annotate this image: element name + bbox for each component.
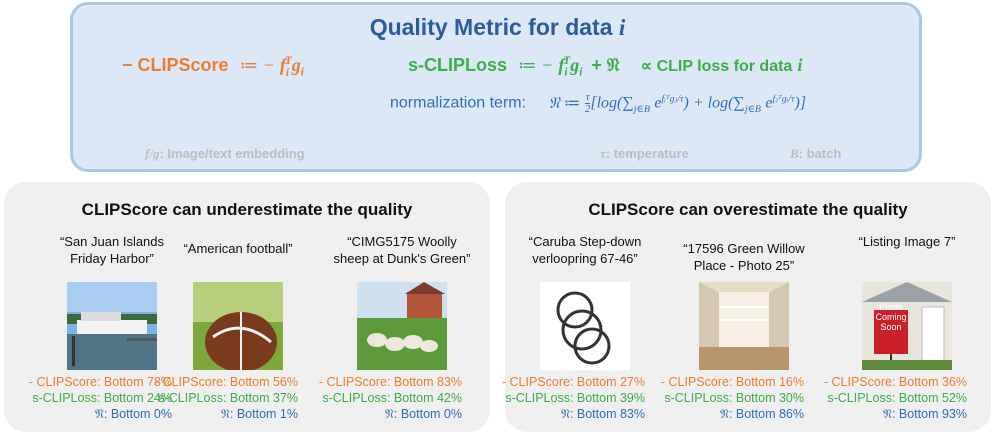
legend-item: B: batch — [790, 146, 841, 162]
formula-sup: T — [285, 55, 292, 67]
formula-name: − CLIPScore — [122, 55, 229, 75]
formula-name: s-CLIPLoss — [408, 55, 507, 75]
formula-prop: ∝ CLIP loss for data — [641, 58, 793, 75]
formula-sub: j∈B — [634, 104, 650, 115]
image-placeholder — [540, 282, 630, 370]
formula-part: ) + log( — [684, 95, 734, 112]
formula-clipscore: − CLIPScore ≔ − fiTgi — [122, 55, 304, 79]
caption: “CIMG5175 Woolly sheep at Dunk's Green” — [332, 233, 472, 267]
example-image — [540, 282, 630, 370]
clipscore-stat: - CLIPScore: Bottom 16% — [661, 374, 804, 390]
formula-scliploss: s-CLIPLoss ≔ − fiTgi + 𝔑 ∝ CLIP loss for… — [408, 55, 802, 79]
scliploss-stat: s-CLIPLoss: Bottom 30% — [664, 390, 804, 406]
formula-label: normalization term: — [390, 95, 526, 112]
legend-text: : temperature — [606, 146, 689, 161]
formula-part: [log( — [590, 95, 622, 112]
formula-part: )] — [795, 95, 807, 112]
norm-stat: 𝔑: Bottom 86% — [720, 406, 804, 422]
scliploss-stat: s-CLIPLoss: Bottom 39% — [505, 390, 645, 406]
norm-stat: 𝔑: Bottom 0% — [385, 406, 462, 422]
legend-sym: B — [790, 146, 799, 161]
formula-sym: g — [292, 55, 301, 75]
formula-plus: + 𝔑 — [591, 55, 619, 75]
sign-text: Photo Coming Soon — [875, 302, 907, 332]
example-image — [699, 282, 789, 370]
scliploss-stat: s-CLIPLoss: Bottom 42% — [322, 390, 462, 406]
caption: “American football” — [168, 240, 308, 257]
norm-stat: 𝔑: Bottom 93% — [883, 406, 967, 422]
formula-sup: fⱼᵀgᵢ/τ — [773, 93, 795, 104]
clipscore-stat: - CLIPScore: Bottom 36% — [824, 374, 967, 390]
formula-e: e — [765, 95, 772, 112]
image-placeholder — [67, 282, 157, 370]
example-image — [193, 282, 283, 370]
formula-sup: fᵢᵀgⱼ/τ — [661, 93, 683, 104]
panel-title: CLIPScore can overestimate the quality — [505, 200, 991, 220]
formula-sub: i — [579, 67, 582, 79]
formula-sum: ∑ — [733, 95, 744, 112]
clipscore-stat: - CLIPScore: Bottom 27% — [502, 374, 645, 390]
formula-var: i — [797, 55, 802, 75]
caption: “17596 Green Willow Place - Photo 25” — [674, 240, 814, 274]
example-image — [357, 282, 447, 370]
legend-item: f/g: Image/text embedding — [145, 146, 305, 162]
norm-stat: 𝔑: Bottom 0% — [95, 406, 172, 422]
formula-lhs: 𝔑 ≔ — [549, 95, 581, 112]
title-text: Quality Metric for data — [370, 14, 613, 40]
formula-def: ≔ − — [518, 55, 553, 75]
panel-title: CLIPScore can underestimate the quality — [4, 200, 490, 220]
example-image — [67, 282, 157, 370]
caption: “Listing Image 7” — [837, 233, 977, 250]
caption: “San Juan Islands Friday Harbor” — [42, 233, 182, 267]
clipscore-stat: - CLIPScore: Bottom 78% — [29, 374, 172, 390]
formula-sym: g — [570, 55, 579, 75]
scliploss-stat: s-CLIPLoss: Bottom 52% — [827, 390, 967, 406]
legend-text: : batch — [799, 146, 842, 161]
title: Quality Metric for data i — [0, 14, 995, 41]
formula-def: ≔ − — [240, 55, 275, 75]
legend-text: : Image/text embedding — [159, 146, 304, 161]
figure: Quality Metric for data i − CLIPScore ≔ … — [0, 0, 995, 436]
scliploss-stat: s-CLIPLoss: Bottom 37% — [158, 390, 298, 406]
formula-sum: ∑ — [622, 95, 633, 112]
caption: “Caruba Step-down verloopring 67-46” — [515, 233, 655, 267]
formula-sub: i — [301, 67, 304, 79]
formula-sub: j∈B — [745, 104, 761, 115]
image-placeholder — [357, 282, 447, 370]
clipscore-stat: - CLIPScore: Bottom 83% — [319, 374, 462, 390]
title-var: i — [619, 15, 625, 40]
legend-item: τ: temperature — [600, 146, 689, 162]
scliploss-stat: s-CLIPLoss: Bottom 24% — [32, 390, 172, 406]
image-placeholder — [193, 282, 283, 370]
formula-sub: i — [286, 67, 289, 79]
norm-stat: 𝔑: Bottom 1% — [221, 406, 298, 422]
formula-sub: i — [564, 67, 567, 79]
image-placeholder — [699, 282, 789, 370]
norm-stat: 𝔑: Bottom 83% — [561, 406, 645, 422]
clipscore-stat: - CLIPScore: Bottom 56% — [155, 374, 298, 390]
legend-sym: f/g — [145, 146, 159, 161]
